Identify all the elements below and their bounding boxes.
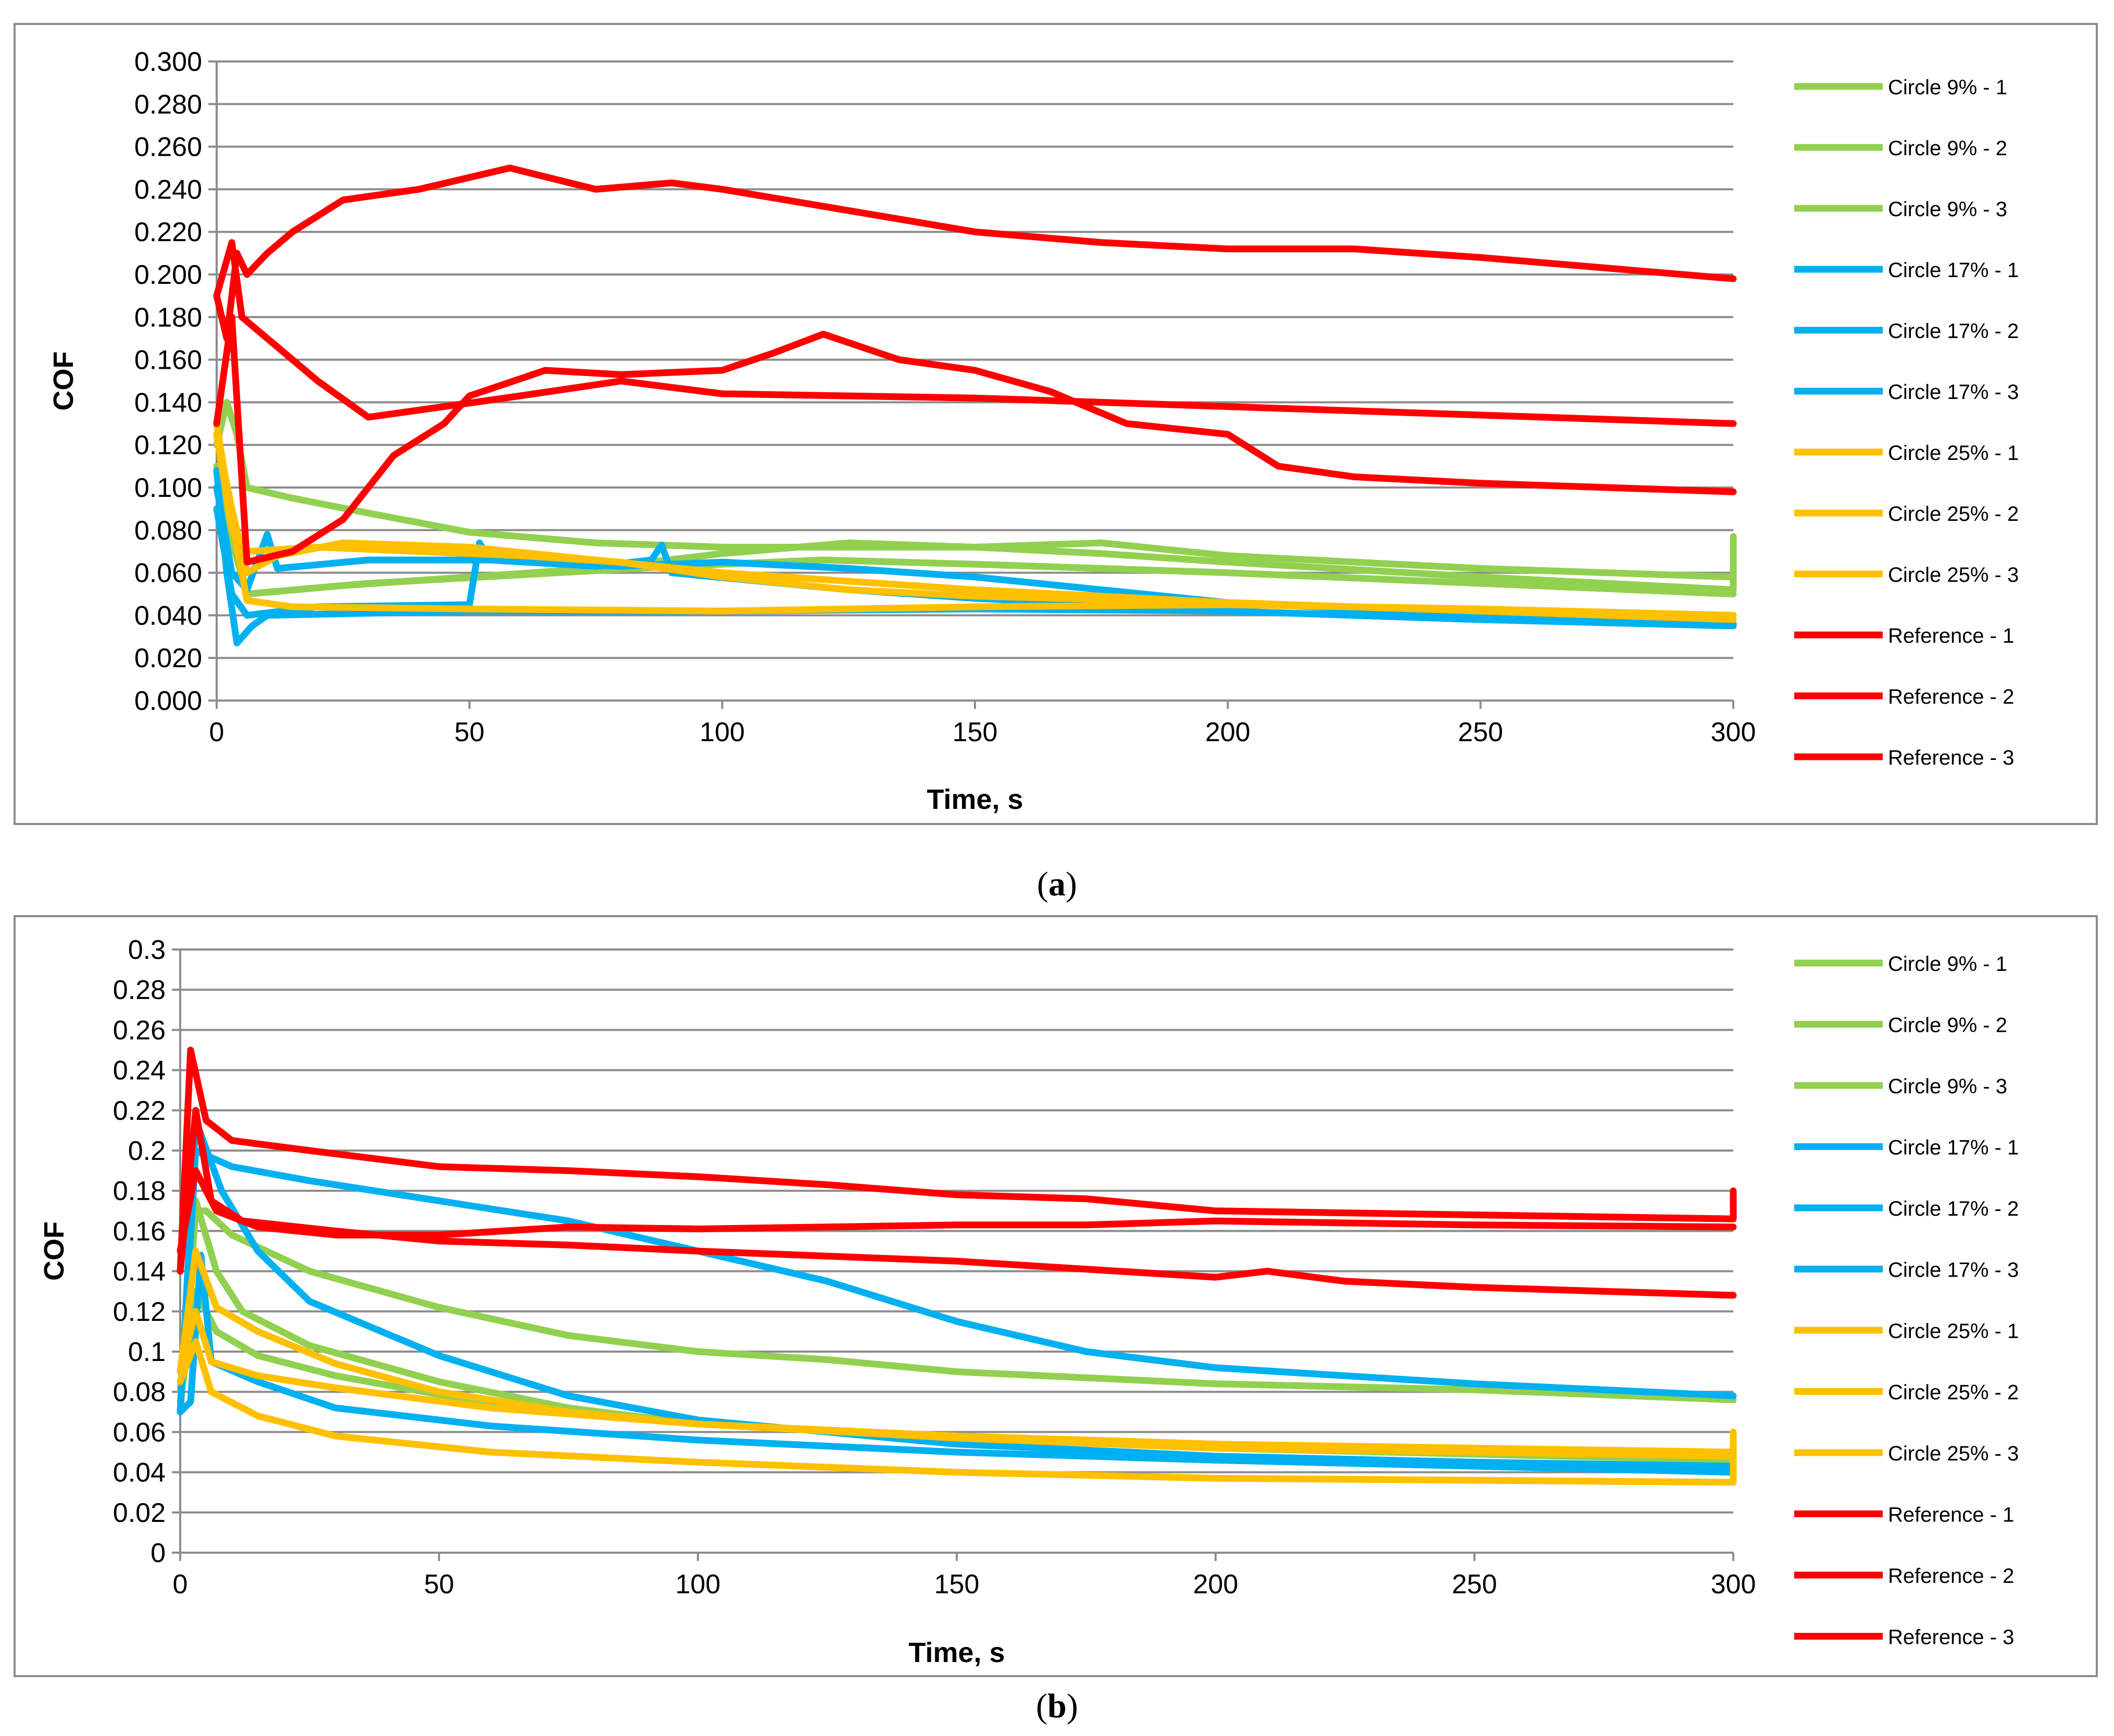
x-tick-label: 100 <box>699 717 745 747</box>
y-tick-label: 0.080 <box>134 516 202 546</box>
legend-label: Circle 17% - 2 <box>1888 1197 2019 1220</box>
y-tick-label: 0.2 <box>128 1136 166 1166</box>
y-tick-label: 0.260 <box>134 132 202 163</box>
y-tick-label: 0.18 <box>113 1176 166 1206</box>
caption-a-letter: a <box>1048 865 1066 903</box>
series-line <box>177 1207 1737 1416</box>
y-tick-label: 0.100 <box>134 473 202 503</box>
x-tick-label: 50 <box>454 717 484 747</box>
legend-label: Reference - 2 <box>1888 1565 2014 1588</box>
y-tick-label: 0.3 <box>128 935 166 965</box>
caption-b: (b) <box>1036 1687 1078 1725</box>
legend-label: Circle 17% - 3 <box>1888 381 2019 404</box>
series-line <box>177 1117 1737 1470</box>
chart-panel-a: 0.000 0.020 0.040 0.060 0.080 0.100 0.120 0.140… <box>14 23 2098 825</box>
y-tick-label: 0.060 <box>134 558 202 589</box>
series-line <box>213 239 1737 427</box>
chart-b-svg: 0 0.02 0.04 0.06 0.08 0.1 0.12 0.14 0.16 0.18 0.2 0… <box>39 935 2019 1668</box>
y-tick-label: 0.160 <box>134 345 202 376</box>
legend-label: Circle 9% - 3 <box>1888 1075 2007 1098</box>
legend-label: Reference - 1 <box>1888 1504 2014 1527</box>
x-tick-label: 150 <box>934 1569 980 1600</box>
x-tick-label: 0 <box>173 1569 188 1600</box>
legend-label: Circle 9% - 1 <box>1888 953 2007 976</box>
y-tick-label: 0.04 <box>113 1458 166 1488</box>
legend-label: Circle 9% - 3 <box>1888 198 2007 221</box>
legend-label: Circle 9% - 1 <box>1888 76 2007 99</box>
y-tick-label: 0.22 <box>113 1096 166 1126</box>
y-axis-label: COF <box>39 1221 70 1281</box>
legend-label: Reference - 2 <box>1888 685 2014 708</box>
y-tick-label: 0.280 <box>134 90 202 120</box>
x-tick-label: 200 <box>1205 717 1250 747</box>
series-line <box>177 1252 1737 1476</box>
x-tick-label: 300 <box>1711 1569 1756 1600</box>
y-tick-label: 0.240 <box>134 174 202 205</box>
y-tick-label: 0.02 <box>113 1498 166 1528</box>
x-tick-label: 250 <box>1458 717 1503 747</box>
series-line <box>177 1338 1737 1486</box>
legend-label: Circle 25% - 3 <box>1888 564 2019 586</box>
caption-a: (a) <box>1037 865 1077 903</box>
y-tick-label: 0.24 <box>113 1056 166 1086</box>
x-tick-label: 250 <box>1452 1569 1497 1600</box>
y-tick-label: 0.14 <box>113 1257 166 1287</box>
y-tick-label: 0.16 <box>113 1216 166 1246</box>
y-tick-label: 0.000 <box>134 686 202 716</box>
legend-label: Circle 17% - 2 <box>1888 320 2019 343</box>
y-tick-label: 0.040 <box>134 601 202 631</box>
y-tick-label: 0.180 <box>134 303 202 333</box>
chart-panel-b: 0 0.02 0.04 0.06 0.08 0.1 0.12 0.14 0.16 0.18 0.2 0… <box>14 915 2098 1677</box>
legend-label: Circle 9% - 2 <box>1888 1014 2007 1037</box>
x-axis-label: Time, s <box>927 784 1023 815</box>
y-tick-label: 0.1 <box>128 1337 166 1367</box>
y-tick-label: 0.28 <box>113 975 166 1005</box>
y-tick-label: 0.300 <box>134 47 202 77</box>
legend-label: Circle 17% - 3 <box>1888 1259 2019 1282</box>
x-tick-label: 50 <box>424 1569 454 1600</box>
y-tick-label: 0.06 <box>113 1417 166 1447</box>
y-tick-label: 0.020 <box>134 643 202 673</box>
x-tick-label: 150 <box>953 717 998 747</box>
legend-label: Circle 25% - 3 <box>1888 1442 2019 1465</box>
y-tick-label: 0.220 <box>134 217 202 247</box>
x-tick-label: 200 <box>1193 1569 1239 1600</box>
legend-label: Circle 25% - 1 <box>1888 442 2019 465</box>
series-line <box>213 314 1737 566</box>
legend-label: Reference - 3 <box>1888 746 2014 769</box>
x-tick-label: 100 <box>676 1569 721 1600</box>
legend-label: Circle 17% - 1 <box>1888 259 2019 282</box>
y-axis-label: COF <box>48 352 79 411</box>
legend-label: Circle 25% - 2 <box>1888 1381 2019 1404</box>
y-tick-label: 0.140 <box>134 388 202 418</box>
y-tick-label: 0.08 <box>113 1377 166 1407</box>
legend-label: Circle 9% - 2 <box>1888 137 2007 160</box>
legend-label: Circle 17% - 1 <box>1888 1136 2019 1159</box>
chart-a-svg: 0.000 0.020 0.040 0.060 0.080 0.100 0.120 0.140… <box>48 47 2019 815</box>
legend-label: Reference - 3 <box>1888 1626 2014 1649</box>
series-line <box>177 1247 1737 1456</box>
y-tick-label: 0.120 <box>134 430 202 460</box>
y-tick-label: 0.12 <box>113 1297 166 1327</box>
y-tick-label: 0 <box>151 1538 166 1568</box>
x-tick-label: 0 <box>209 717 224 747</box>
y-tick-label: 0.26 <box>113 1015 166 1045</box>
series-line <box>177 1046 1737 1275</box>
x-axis-label: Time, s <box>908 1637 1005 1668</box>
legend-label: Circle 25% - 1 <box>1888 1320 2019 1343</box>
legend-label: Circle 25% - 2 <box>1888 503 2019 526</box>
series-line <box>177 1107 1737 1299</box>
series-line <box>177 1308 1737 1460</box>
caption-b-letter: b <box>1047 1687 1067 1725</box>
series-line <box>177 1167 1737 1255</box>
series-line <box>213 165 1737 342</box>
legend-label: Reference - 1 <box>1888 625 2014 647</box>
x-tick-label: 300 <box>1711 717 1756 747</box>
y-tick-label: 0.200 <box>134 260 202 290</box>
